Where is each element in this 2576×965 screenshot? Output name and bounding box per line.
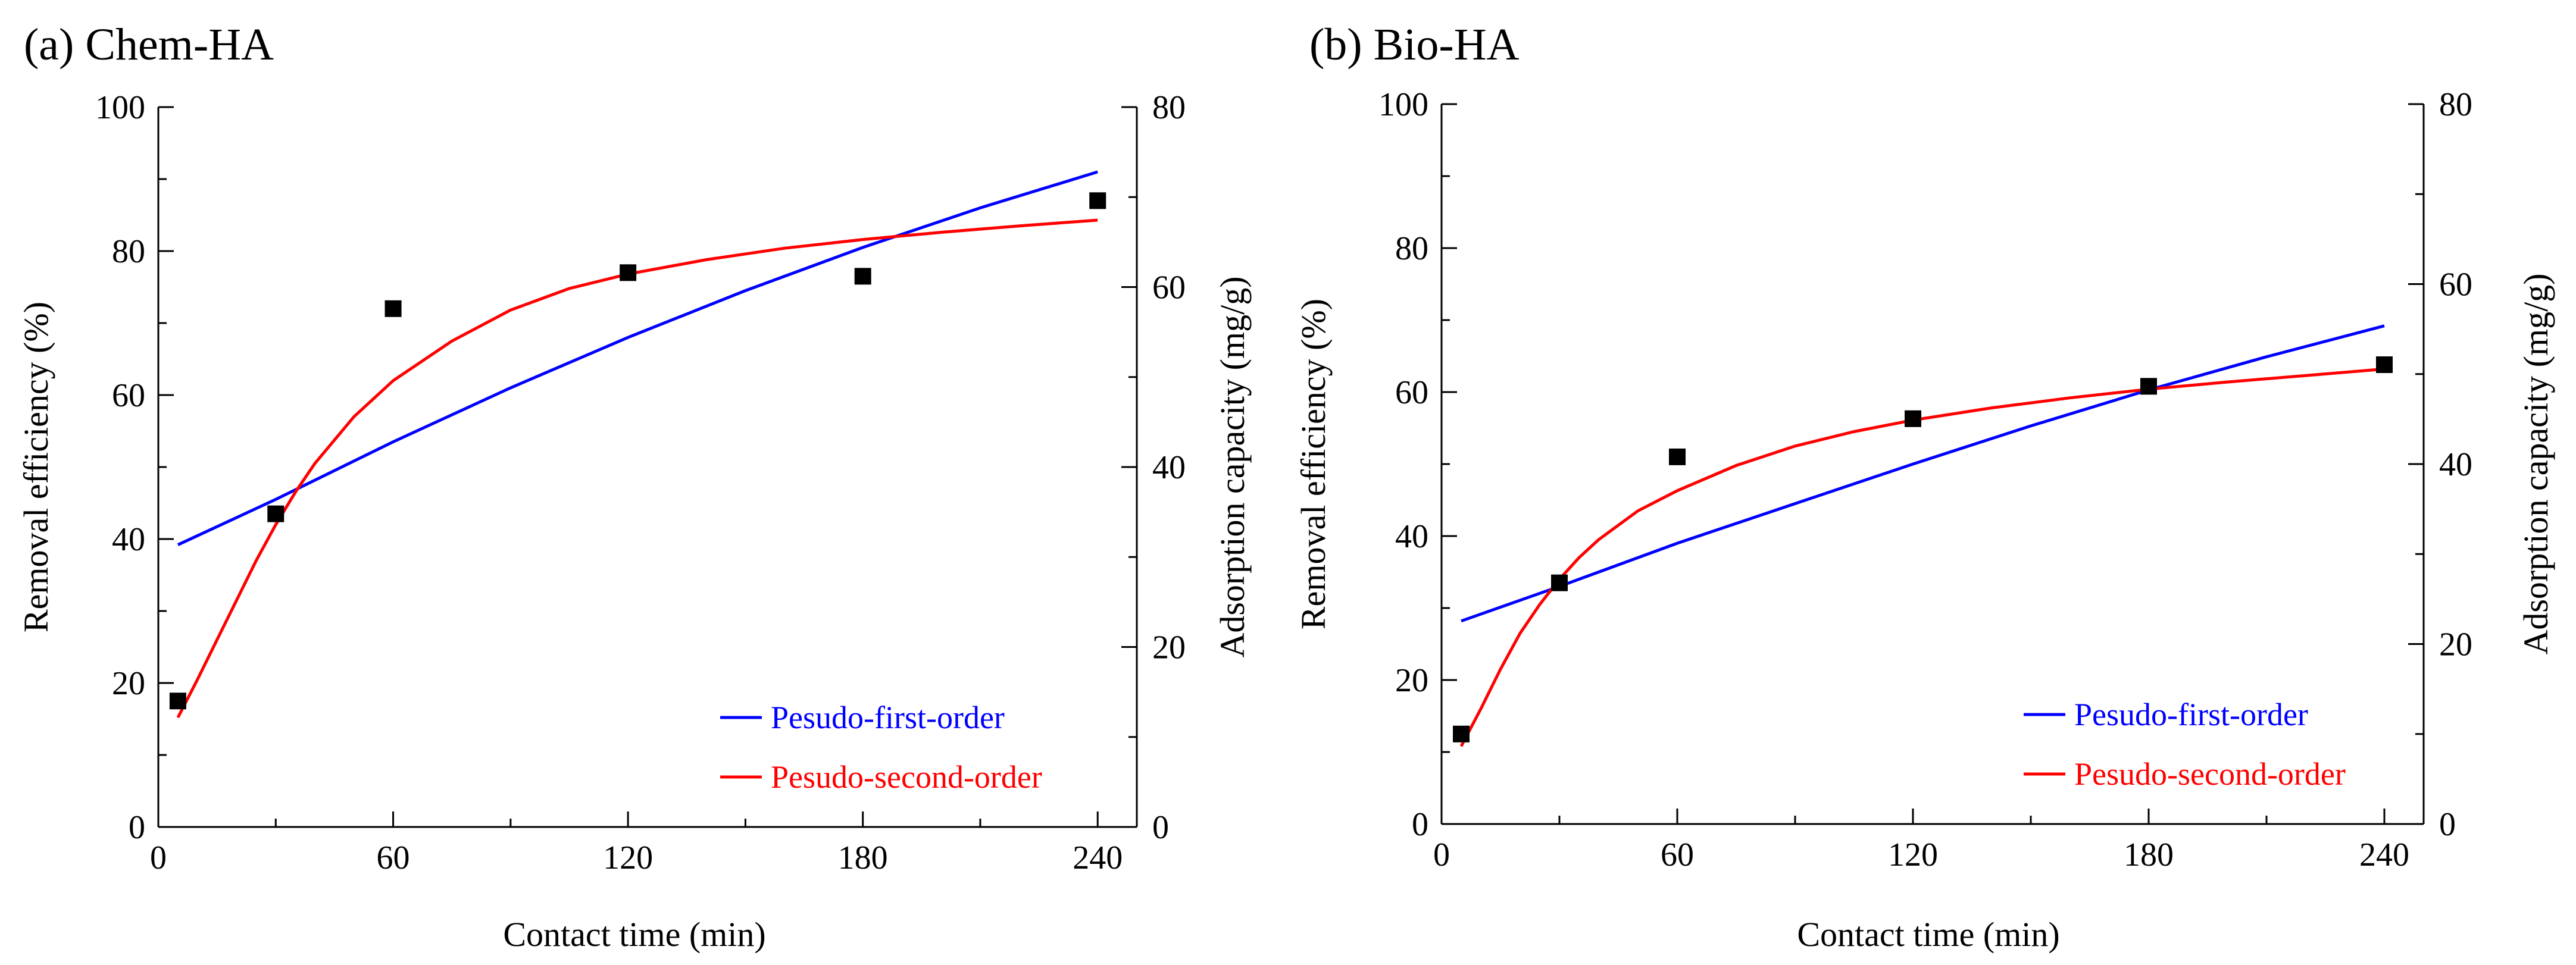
y2-tick-label: 20 [2439, 626, 2472, 663]
panel-bio-ha: (b) Bio-HA 0 60 120 180 240 0 20 40 60 80 100 0 20 40 6… [1294, 20, 2555, 954]
data-point [854, 268, 871, 285]
pseudo-second-order-line [176, 218, 1098, 719]
y2-tick-label: 40 [2439, 446, 2472, 483]
y-tick-label: 0 [1412, 806, 1428, 843]
x-tick-label: 60 [1661, 836, 1694, 873]
y-tick-label: 40 [112, 521, 145, 558]
data-point [620, 264, 637, 281]
y2-tick-label: 80 [1152, 89, 1186, 126]
y2-tick-label: 60 [2439, 267, 2472, 303]
legend-label: Pesudo-second-order [2074, 756, 2346, 792]
y2-axis-label: Adsorption capacity (mg/g) [2516, 273, 2555, 654]
y2-tick-label: 0 [1152, 809, 1169, 846]
x-axis-label: Contact time (min) [503, 915, 765, 954]
x-tick-label: 180 [2124, 836, 2174, 873]
y-tick-label: 80 [1395, 230, 1428, 267]
data-point [1453, 725, 1470, 742]
legend-label: Pesudo-first-order [771, 700, 1005, 735]
y-tick-label: 60 [1395, 374, 1428, 411]
y-tick-label: 0 [129, 809, 145, 846]
x-tick-label: 60 [377, 839, 410, 876]
x-tick-label: 0 [150, 839, 167, 876]
data-point [1905, 410, 1921, 427]
y-tick-label: 80 [112, 233, 145, 270]
y-tick-label: 20 [1395, 662, 1428, 699]
data-point [169, 693, 186, 710]
x-tick-label: 240 [2359, 836, 2409, 873]
y2-tick-label: 0 [2439, 806, 2456, 843]
data-point [267, 505, 285, 522]
panel-title: (b) Bio-HA [1309, 20, 1520, 70]
y-tick-label: 40 [1395, 518, 1428, 555]
panel-title: (a) Chem-HA [24, 20, 274, 70]
data-point [2376, 356, 2393, 374]
y2-axis-label: Adsorption capacity (mg/g) [1213, 276, 1252, 657]
y-tick-label: 100 [1378, 86, 1428, 123]
y-axis-label: Removal efficiency (%) [17, 302, 55, 632]
data-point [384, 300, 402, 317]
legend-label: Pesudo-first-order [2074, 697, 2308, 732]
x-axis-label: Contact time (min) [1797, 915, 2059, 954]
pseudo-first-order-line [177, 170, 1098, 546]
legend-label: Pesudo-second-order [771, 759, 1042, 795]
pseudo-second-order-line [1459, 367, 2385, 747]
data-point [2140, 378, 2157, 395]
pseudo-first-order-line [1461, 324, 2385, 623]
y-tick-label: 20 [112, 665, 145, 702]
y-tick-label: 60 [112, 377, 145, 414]
y2-tick-label: 60 [1152, 270, 1186, 306]
x-tick-label: 0 [1433, 836, 1450, 873]
x-tick-label: 120 [603, 839, 653, 876]
y-axis-label: Removal efficiency (%) [1294, 299, 1333, 629]
x-tick-label: 180 [838, 839, 888, 876]
x-tick-label: 120 [1888, 836, 1938, 873]
data-point [1089, 192, 1106, 209]
data-point [1669, 448, 1686, 465]
y-tick-label: 100 [95, 89, 145, 126]
x-tick-label: 240 [1073, 839, 1123, 876]
panel-chem-ha: (a) Chem-HA 0 60 120 180 240 0 20 40 60 80 100 0 20 40… [17, 20, 1252, 954]
data-point [1551, 574, 1568, 591]
y2-tick-label: 40 [1152, 449, 1186, 486]
y2-tick-label: 20 [1152, 629, 1186, 666]
y2-tick-label: 80 [2439, 86, 2472, 123]
